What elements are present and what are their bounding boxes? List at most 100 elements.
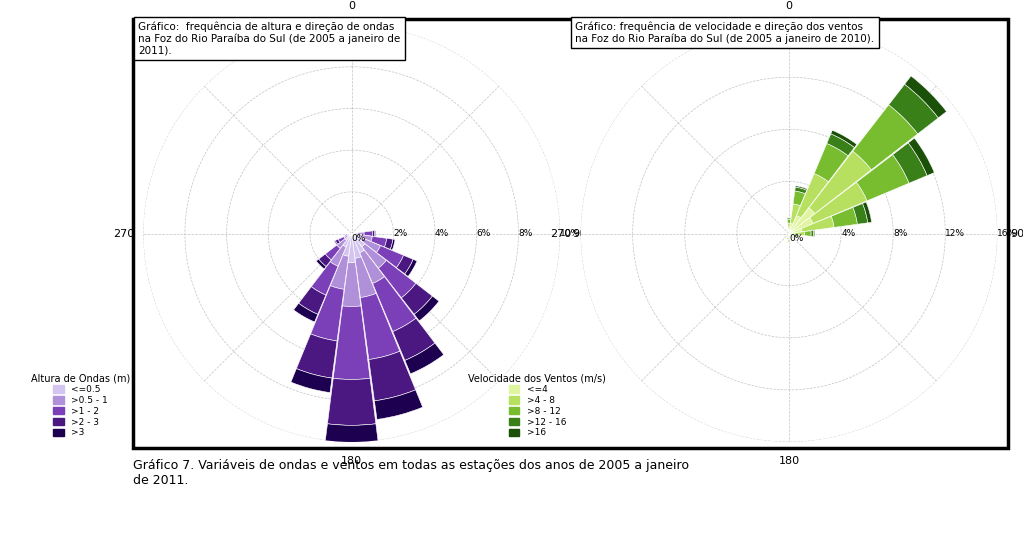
Text: 10%: 10% xyxy=(561,229,580,238)
Bar xyxy=(788,236,790,240)
Bar xyxy=(789,233,792,234)
Bar xyxy=(372,276,416,332)
Bar xyxy=(794,232,805,235)
Bar xyxy=(789,233,794,234)
Bar xyxy=(795,234,798,237)
Bar xyxy=(345,234,346,237)
Text: Gráfico: frequência de velocidade e direção dos ventos
na Foz do Rio Paraíba do : Gráfico: frequência de velocidade e dire… xyxy=(575,22,875,44)
Bar xyxy=(787,217,791,218)
Bar xyxy=(788,235,789,238)
Bar xyxy=(297,334,337,378)
Text: 4%: 4% xyxy=(841,229,855,238)
Bar xyxy=(795,186,807,190)
Bar xyxy=(788,240,790,242)
Bar xyxy=(346,234,348,236)
Bar xyxy=(361,238,381,253)
Bar xyxy=(372,231,374,237)
Bar xyxy=(350,233,352,234)
Bar xyxy=(345,233,352,240)
Bar xyxy=(316,259,326,269)
Bar xyxy=(374,390,422,420)
Bar xyxy=(786,237,788,238)
Bar xyxy=(862,202,872,223)
Bar xyxy=(352,233,358,234)
Bar xyxy=(908,138,934,176)
Bar xyxy=(355,256,376,298)
Bar xyxy=(827,134,854,156)
Bar xyxy=(792,234,796,236)
Bar xyxy=(343,233,352,256)
Text: 6%: 6% xyxy=(477,229,491,238)
Bar xyxy=(325,424,379,446)
Bar xyxy=(337,239,347,248)
Bar xyxy=(348,234,350,235)
Bar xyxy=(397,255,413,274)
Bar xyxy=(335,240,338,245)
Bar xyxy=(352,233,365,247)
Bar xyxy=(798,235,799,238)
Text: 8%: 8% xyxy=(519,229,533,238)
Bar xyxy=(832,207,857,227)
Bar xyxy=(789,218,813,234)
Bar xyxy=(330,245,346,266)
Bar xyxy=(352,233,363,241)
Bar xyxy=(790,234,791,235)
Bar xyxy=(291,369,332,393)
Text: 0%: 0% xyxy=(352,233,366,242)
Bar xyxy=(361,235,372,241)
Legend: <=0.5, >0.5 - 1, >1 - 2, >2 - 3, >3: <=0.5, >0.5 - 1, >1 - 2, >2 - 3, >3 xyxy=(31,374,130,437)
Bar xyxy=(327,379,375,426)
Bar xyxy=(352,233,361,258)
Bar xyxy=(811,231,813,237)
Bar xyxy=(787,218,791,219)
Bar xyxy=(376,246,403,268)
Bar xyxy=(352,233,364,253)
Text: 2%: 2% xyxy=(393,229,407,238)
Bar xyxy=(831,130,857,147)
Bar xyxy=(364,231,372,236)
Bar xyxy=(330,255,349,289)
Text: 12%: 12% xyxy=(945,229,966,238)
Bar xyxy=(374,231,375,237)
Bar xyxy=(369,351,415,401)
Bar xyxy=(358,232,364,235)
Text: Gráfico 7. Variáveis de ondas e ventos em todas as estações dos anos de 2005 a j: Gráfico 7. Variáveis de ondas e ventos e… xyxy=(133,459,688,487)
Bar xyxy=(904,76,946,118)
Bar xyxy=(889,84,938,134)
Bar xyxy=(810,183,868,224)
Bar xyxy=(390,239,395,250)
Bar xyxy=(789,233,790,234)
Bar xyxy=(379,260,416,298)
Bar xyxy=(787,238,789,239)
Bar xyxy=(786,237,787,238)
Bar xyxy=(787,236,788,238)
Bar xyxy=(798,235,799,238)
Bar xyxy=(414,296,439,321)
Bar xyxy=(393,318,435,360)
Text: 4%: 4% xyxy=(435,229,449,238)
Bar xyxy=(311,262,338,295)
Bar xyxy=(793,235,794,237)
Bar xyxy=(813,230,814,237)
Bar xyxy=(853,204,868,224)
Bar xyxy=(790,234,792,235)
Bar xyxy=(789,235,790,237)
Bar xyxy=(790,238,791,239)
Bar xyxy=(792,235,793,237)
Bar xyxy=(853,105,918,170)
Bar xyxy=(791,204,800,224)
Bar xyxy=(339,237,345,242)
Bar xyxy=(360,250,385,284)
Bar xyxy=(787,219,791,223)
Text: 8%: 8% xyxy=(893,229,907,238)
Bar xyxy=(344,235,349,239)
Bar xyxy=(360,293,400,360)
Bar xyxy=(311,286,344,341)
Bar xyxy=(789,228,802,234)
Bar xyxy=(405,343,444,374)
Bar xyxy=(348,233,352,236)
Bar xyxy=(348,233,355,263)
Bar xyxy=(385,238,393,249)
Text: 16%: 16% xyxy=(997,229,1018,238)
Bar xyxy=(789,223,793,234)
